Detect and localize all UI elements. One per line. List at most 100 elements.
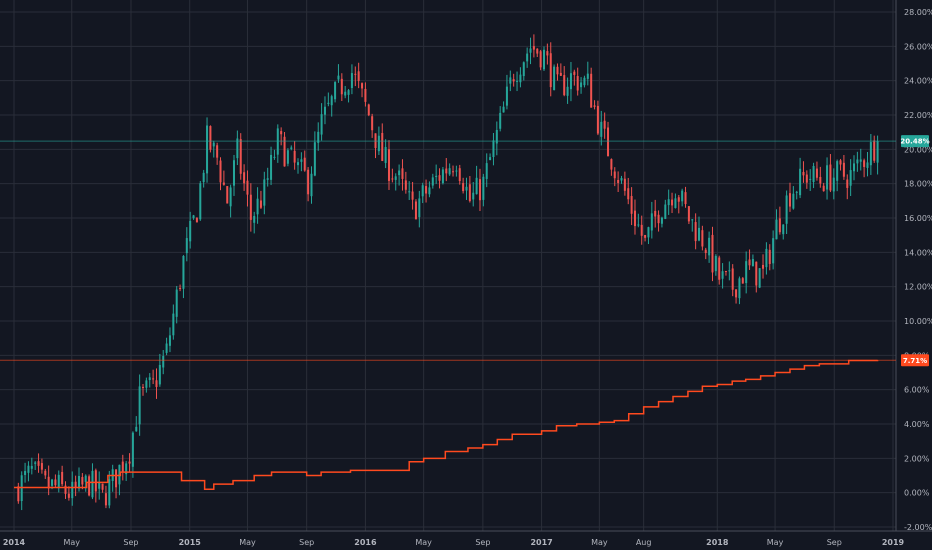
candle-body[interactable] bbox=[795, 191, 798, 193]
candle-body[interactable] bbox=[832, 177, 835, 192]
candle-body[interactable] bbox=[667, 199, 670, 206]
candle-body[interactable] bbox=[398, 170, 401, 176]
candle-body[interactable] bbox=[657, 214, 660, 224]
candle-body[interactable] bbox=[162, 355, 165, 368]
candle-body[interactable] bbox=[863, 160, 866, 167]
candle-body[interactable] bbox=[516, 80, 519, 82]
candle-body[interactable] bbox=[869, 142, 872, 166]
candle-body[interactable] bbox=[826, 165, 829, 190]
candle-body[interactable] bbox=[236, 138, 239, 159]
candle-body[interactable] bbox=[505, 86, 508, 106]
candle-body[interactable] bbox=[788, 193, 791, 207]
candle-body[interactable] bbox=[253, 215, 256, 223]
candle-body[interactable] bbox=[630, 196, 633, 214]
candle-body[interactable] bbox=[216, 145, 219, 158]
candle-body[interactable] bbox=[684, 192, 687, 205]
candle-body[interactable] bbox=[559, 72, 562, 76]
candle-body[interactable] bbox=[590, 73, 593, 108]
candle-body[interactable] bbox=[792, 193, 795, 209]
candle-body[interactable] bbox=[404, 180, 407, 190]
candle-body[interactable] bbox=[748, 259, 751, 266]
candle-body[interactable] bbox=[809, 178, 812, 180]
candle-body[interactable] bbox=[586, 73, 589, 79]
candle-body[interactable] bbox=[735, 289, 738, 298]
candle-body[interactable] bbox=[640, 224, 643, 236]
candle-body[interactable] bbox=[128, 461, 131, 464]
candle-body[interactable] bbox=[418, 198, 421, 218]
candle-body[interactable] bbox=[714, 255, 717, 272]
candle-body[interactable] bbox=[367, 104, 370, 116]
candle-body[interactable] bbox=[441, 169, 444, 184]
candle-body[interactable] bbox=[489, 157, 492, 161]
candle-body[interactable] bbox=[660, 217, 663, 224]
candle-body[interactable] bbox=[135, 426, 138, 432]
candle-body[interactable] bbox=[243, 172, 246, 184]
candle-body[interactable] bbox=[425, 186, 428, 194]
candle-body[interactable] bbox=[873, 140, 876, 161]
candle-body[interactable] bbox=[141, 386, 145, 388]
candle-body[interactable] bbox=[691, 219, 694, 221]
candle-body[interactable] bbox=[465, 186, 468, 191]
candle-body[interactable] bbox=[580, 82, 583, 88]
candle-body[interactable] bbox=[563, 75, 566, 96]
candle-body[interactable] bbox=[118, 464, 121, 485]
candle-body[interactable] bbox=[455, 170, 458, 172]
candle-body[interactable] bbox=[273, 156, 276, 158]
candle-body[interactable] bbox=[519, 74, 522, 83]
candle-body[interactable] bbox=[81, 477, 84, 485]
candle-body[interactable] bbox=[219, 160, 222, 183]
candle-body[interactable] bbox=[681, 190, 684, 202]
candle-body[interactable] bbox=[499, 112, 502, 129]
candle-body[interactable] bbox=[839, 160, 842, 165]
candle-body[interactable] bbox=[226, 186, 229, 204]
candle-body[interactable] bbox=[317, 131, 320, 143]
candle-body[interactable] bbox=[320, 114, 323, 135]
candle-body[interactable] bbox=[411, 191, 414, 200]
candle-body[interactable] bbox=[307, 169, 310, 195]
candle-body[interactable] bbox=[532, 46, 535, 50]
candle-body[interactable] bbox=[512, 79, 515, 82]
candle-body[interactable] bbox=[148, 377, 151, 381]
candle-body[interactable] bbox=[280, 131, 283, 135]
candle-body[interactable] bbox=[263, 179, 266, 206]
candle-body[interactable] bbox=[239, 139, 242, 174]
candle-body[interactable] bbox=[812, 166, 815, 183]
candle-body[interactable] bbox=[492, 140, 495, 158]
candle-body[interactable] bbox=[61, 471, 64, 485]
candle-body[interactable] bbox=[468, 184, 471, 202]
candle-body[interactable] bbox=[168, 335, 171, 346]
candle-body[interactable] bbox=[330, 96, 333, 106]
candle-body[interactable] bbox=[361, 83, 364, 89]
candle-body[interactable] bbox=[64, 485, 67, 494]
candle-body[interactable] bbox=[337, 75, 340, 80]
candle-body[interactable] bbox=[772, 238, 775, 264]
candle-body[interactable] bbox=[377, 135, 380, 152]
candle-body[interactable] bbox=[849, 170, 852, 186]
candle-body[interactable] bbox=[458, 168, 461, 182]
candle-body[interactable] bbox=[576, 76, 579, 91]
candle-body[interactable] bbox=[172, 313, 175, 336]
candle-body[interactable] bbox=[344, 91, 347, 96]
candle-body[interactable] bbox=[829, 164, 832, 191]
candle-body[interactable] bbox=[350, 73, 353, 89]
candle-body[interactable] bbox=[206, 125, 209, 174]
candle-body[interactable] bbox=[738, 278, 741, 299]
candle-body[interactable] bbox=[401, 168, 404, 179]
candle-body[interactable] bbox=[54, 479, 57, 486]
candle-body[interactable] bbox=[67, 493, 70, 498]
candle-body[interactable] bbox=[593, 105, 596, 107]
candle-body[interactable] bbox=[37, 461, 40, 466]
candle-body[interactable] bbox=[229, 187, 232, 207]
candle-body[interactable] bbox=[819, 176, 822, 184]
candle-body[interactable] bbox=[152, 378, 155, 380]
candle-body[interactable] bbox=[195, 218, 198, 223]
candle-body[interactable] bbox=[539, 51, 542, 68]
candle-body[interactable] bbox=[674, 198, 677, 209]
candle-body[interactable] bbox=[482, 176, 485, 200]
candle-body[interactable] bbox=[74, 481, 77, 488]
candle-body[interactable] bbox=[297, 162, 300, 166]
candle-body[interactable] bbox=[687, 206, 690, 222]
candle-body[interactable] bbox=[202, 172, 205, 183]
candle-body[interactable] bbox=[549, 53, 552, 88]
candle-body[interactable] bbox=[27, 465, 30, 473]
